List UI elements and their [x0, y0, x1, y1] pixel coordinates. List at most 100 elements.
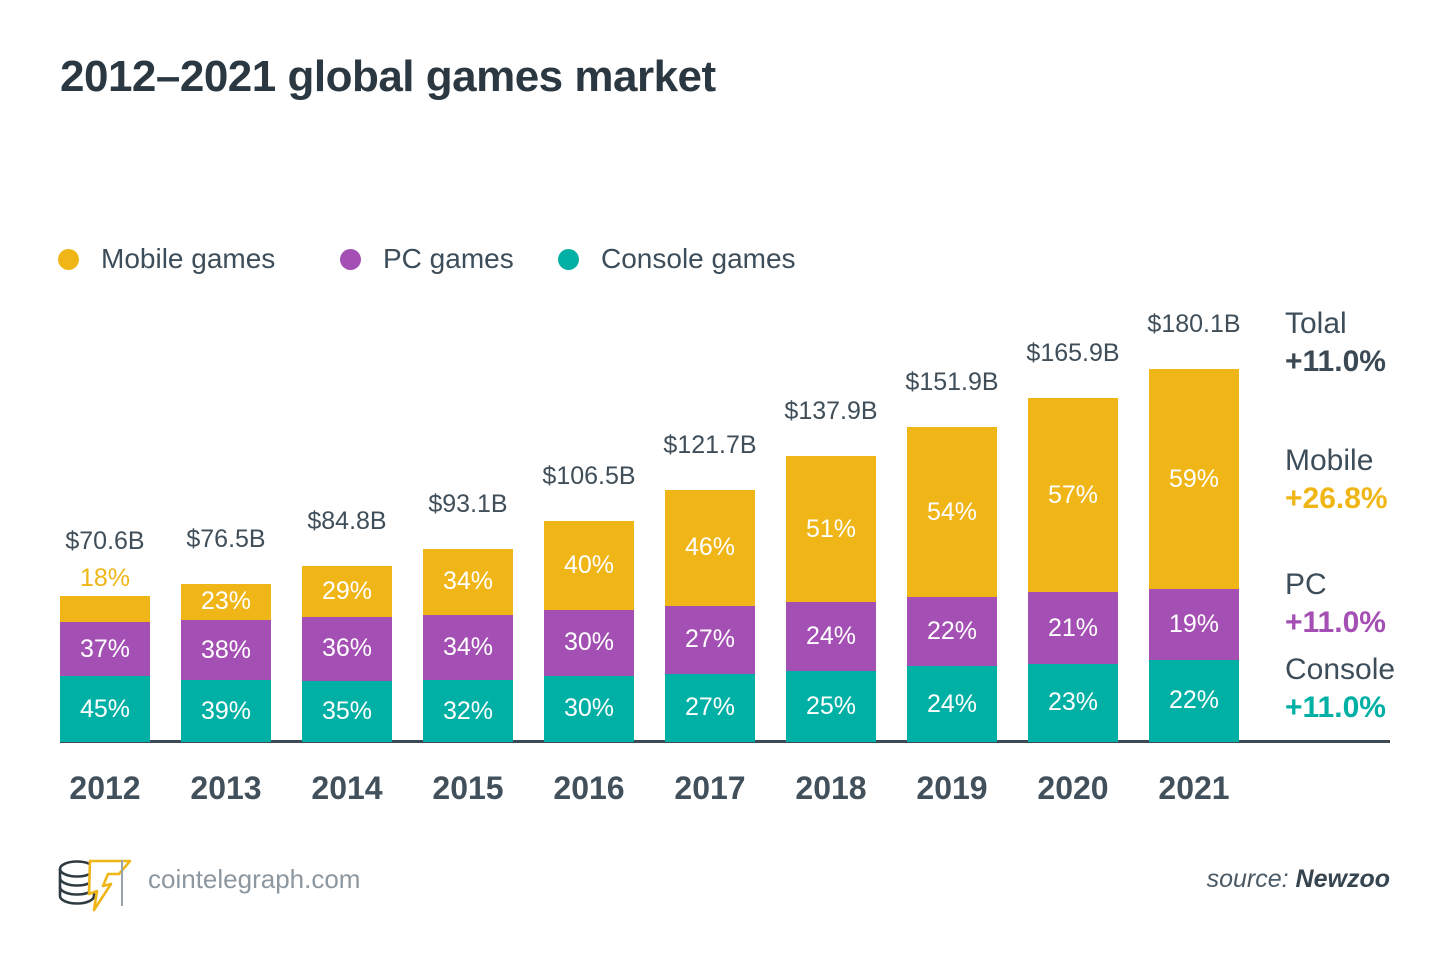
- mobile-segment: 54%: [907, 427, 997, 598]
- legend-item-mobile: Mobile games: [58, 243, 275, 275]
- mobile-segment: 34%: [423, 549, 513, 615]
- annotation-pc-value: +11.0%: [1285, 606, 1386, 639]
- console-pct-label: 24%: [926, 689, 978, 718]
- mobile-pct-label: 23%: [200, 587, 252, 616]
- console-pct-label: 32%: [442, 696, 494, 725]
- year-label-2012: 2012: [69, 770, 141, 806]
- pc-legend-dot-icon: [340, 248, 361, 270]
- pc-segment: 38%: [181, 620, 271, 681]
- console-segment: 22%: [1149, 659, 1239, 742]
- bar-2018: 51% 24% 25%: [786, 456, 876, 742]
- pc-segment: 34%: [423, 614, 513, 681]
- console-segment: 32%: [423, 680, 513, 742]
- total-label-2014: $84.8B: [307, 507, 387, 536]
- footer-site-text: cointelegraph.com: [148, 864, 361, 894]
- year-label-2020: 2020: [1037, 770, 1109, 806]
- source-name: Newzoo: [1295, 865, 1390, 893]
- pc-segment: 30%: [544, 609, 634, 676]
- annotation-mobile-value: +26.8%: [1285, 482, 1388, 515]
- mobile-pct-label: 29%: [321, 577, 373, 606]
- pc-pct-label: 37%: [79, 634, 131, 663]
- total-label-2021: $180.1B: [1147, 310, 1241, 338]
- mobile-segment: 59%: [1149, 369, 1239, 590]
- console-segment: 35%: [302, 680, 392, 742]
- legend-label-pc: PC games: [383, 243, 514, 274]
- year-label-2017: 2017: [674, 770, 746, 806]
- pc-pct-label: 36%: [321, 634, 373, 663]
- annotation-total-value: +11.0%: [1285, 345, 1386, 378]
- bar-2017: 46% 27% 27%: [665, 489, 755, 742]
- annotation-total-label: Tolal: [1285, 307, 1347, 340]
- footer-source-text: source: Newzoo: [1207, 865, 1390, 894]
- bar-2019: 54% 22% 24%: [907, 427, 997, 742]
- pc-pct-label: 30%: [563, 628, 615, 657]
- console-pct-label: 35%: [321, 696, 373, 725]
- annotation-console: Console +11.0%: [1285, 651, 1395, 727]
- total-label-2016: $106.5B: [542, 462, 636, 491]
- year-label-2013: 2013: [190, 770, 262, 806]
- mobile-segment: 51%: [786, 456, 876, 603]
- console-pct-label: 45%: [79, 694, 131, 723]
- console-segment: 23%: [1028, 663, 1118, 742]
- total-label-2020: $165.9B: [1026, 339, 1120, 368]
- pc-segment: 19%: [1149, 589, 1239, 660]
- legend-label-console: Console games: [601, 243, 796, 274]
- total-label-2017: $121.7B: [663, 430, 757, 459]
- mobile-segment: 23%: [181, 583, 271, 620]
- annotation-mobile: Mobile +26.8%: [1285, 442, 1388, 518]
- mobile-pct-label: 59%: [1168, 464, 1220, 493]
- cointelegraph-logo-icon: [54, 852, 136, 921]
- pc-segment: 21%: [1028, 592, 1118, 664]
- mobile-legend-dot-icon: [58, 248, 79, 270]
- mobile-pct-label: 51%: [805, 514, 857, 543]
- pc-segment: 22%: [907, 597, 997, 667]
- bar-2013: 23% 38% 39%: [181, 583, 271, 742]
- mobile-segment: 57%: [1028, 398, 1118, 593]
- console-segment: 24%: [907, 666, 997, 742]
- year-label-2019: 2019: [916, 770, 988, 806]
- legend-item-console: Console games: [558, 243, 796, 275]
- console-segment: 45%: [60, 676, 150, 742]
- mobile-pct-label: 34%: [442, 567, 494, 596]
- annotation-pc: PC +11.0%: [1285, 566, 1386, 642]
- console-pct-label: 39%: [200, 696, 252, 725]
- pc-pct-label: 27%: [684, 625, 736, 654]
- annotation-total: Tolal +11.0%: [1285, 305, 1386, 381]
- mobile-pct-label: 57%: [1047, 480, 1099, 509]
- mobile-segment: 40%: [544, 521, 634, 610]
- pc-pct-label: 24%: [805, 621, 857, 650]
- annotation-pc-label: PC: [1285, 568, 1327, 601]
- console-segment: 25%: [786, 670, 876, 742]
- total-label-2012: $70.6B: [65, 526, 145, 555]
- annotation-console-value: +11.0%: [1285, 691, 1386, 724]
- console-segment: 39%: [181, 680, 271, 742]
- bar-2020: 57% 21% 23%: [1028, 398, 1118, 742]
- legend-item-pc: PC games: [340, 243, 514, 275]
- total-label-2013: $76.5B: [186, 524, 266, 553]
- annotation-console-label: Console: [1285, 653, 1396, 686]
- year-label-2018: 2018: [795, 770, 867, 806]
- pc-pct-label: 38%: [200, 635, 252, 664]
- annotation-mobile-label: Mobile: [1285, 444, 1374, 477]
- mobile-pct-label: 18%: [79, 563, 131, 592]
- mobile-segment: 29%: [302, 566, 392, 618]
- legend-label-mobile: Mobile games: [101, 243, 276, 274]
- total-label-2015: $93.1B: [428, 490, 508, 519]
- console-segment: 30%: [544, 675, 634, 742]
- bar-2014: 29% 36% 35%: [302, 566, 392, 742]
- mobile-pct-label: 46%: [684, 533, 736, 562]
- year-label-2021: 2021: [1158, 770, 1230, 806]
- pc-segment: 27%: [665, 605, 755, 674]
- pc-segment: 36%: [302, 617, 392, 681]
- bar-2016: 40% 30% 30%: [544, 521, 634, 742]
- year-label-2014: 2014: [311, 770, 383, 806]
- total-label-2019: $151.9B: [905, 368, 999, 397]
- pc-pct-label: 21%: [1047, 613, 1099, 642]
- pc-pct-label: 22%: [926, 617, 978, 646]
- console-legend-dot-icon: [558, 248, 579, 270]
- console-segment: 27%: [665, 673, 755, 742]
- console-pct-label: 30%: [563, 694, 615, 723]
- pc-pct-label: 19%: [1168, 609, 1220, 638]
